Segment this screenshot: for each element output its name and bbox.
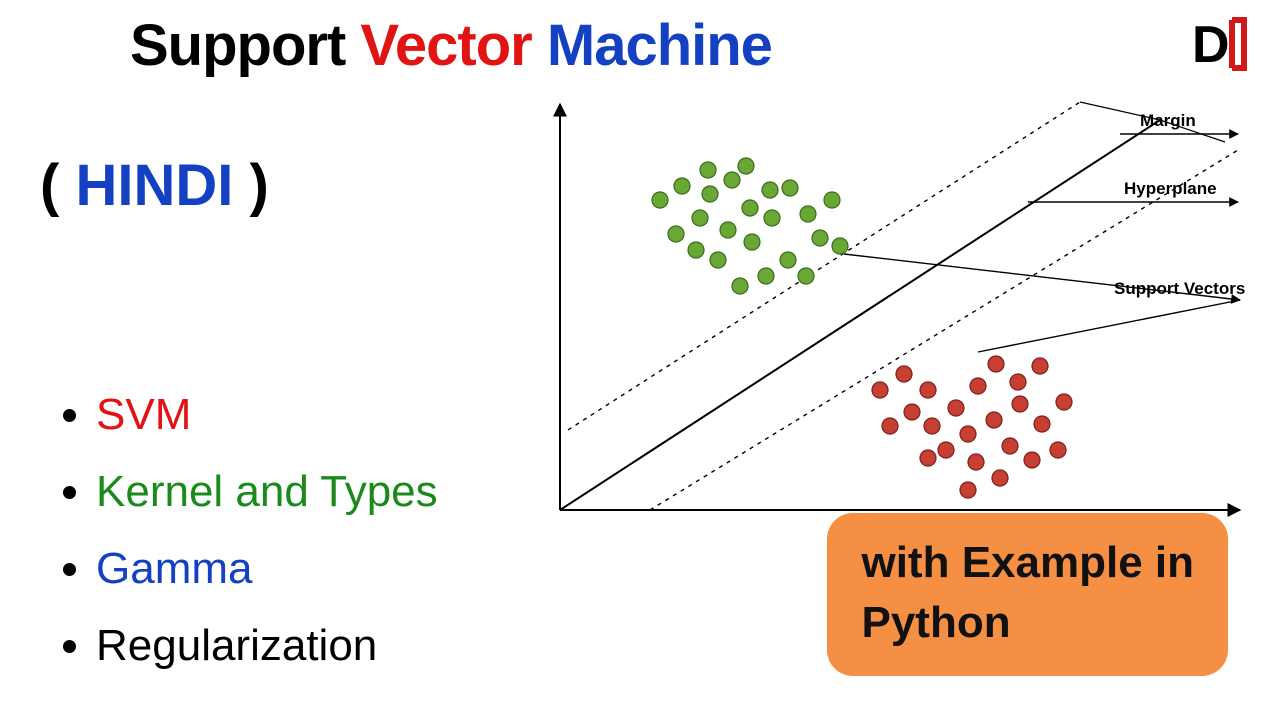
hyperplane-arrow-label: Hyperplane: [1124, 179, 1217, 198]
data-point: [720, 222, 736, 238]
topic-list: SVM Kernel and Types Gamma Regularizatio…: [56, 376, 438, 684]
data-point: [742, 200, 758, 216]
data-point: [652, 192, 668, 208]
data-point: [1010, 374, 1026, 390]
data-point: [960, 426, 976, 442]
list-item-label: SVM: [96, 390, 191, 439]
data-point: [968, 454, 984, 470]
data-point: [668, 226, 684, 242]
data-point: [782, 180, 798, 196]
paren-open: (: [40, 153, 75, 218]
data-point: [1032, 358, 1048, 374]
data-point: [800, 206, 816, 222]
data-point: [904, 404, 920, 420]
list-item-label: Regularization: [96, 621, 377, 670]
language-text: HINDI: [75, 153, 233, 218]
data-point: [896, 366, 912, 382]
data-point: [872, 382, 888, 398]
data-point: [812, 230, 828, 246]
list-item-label: Gamma: [96, 544, 252, 593]
data-point: [732, 278, 748, 294]
list-item-label: Kernel and Types: [96, 467, 438, 516]
svm-diagram: Margin Hyperplane Support Vectors: [520, 90, 1260, 530]
data-point: [920, 450, 936, 466]
data-point: [744, 234, 760, 250]
badge-line-2: Python: [861, 593, 1194, 652]
language-label: ( HINDI ): [40, 152, 269, 219]
data-point: [724, 172, 740, 188]
page-title: Support Vector Machine: [130, 12, 772, 79]
data-point: [924, 418, 940, 434]
data-point: [832, 238, 848, 254]
data-point: [948, 400, 964, 416]
title-word-3: Machine: [547, 12, 772, 79]
data-point: [988, 356, 1004, 372]
data-point: [764, 210, 780, 226]
data-point: [1050, 442, 1066, 458]
data-point: [1012, 396, 1028, 412]
data-point: [702, 186, 718, 202]
list-item: SVM: [96, 376, 438, 453]
example-badge: with Example in Python: [827, 513, 1228, 676]
data-point: [674, 178, 690, 194]
data-point: [986, 412, 1002, 428]
data-point: [1024, 452, 1040, 468]
list-item: Gamma: [96, 530, 438, 607]
data-point: [1056, 394, 1072, 410]
data-point: [824, 192, 840, 208]
sv-arrow-label: Support Vectors: [1114, 279, 1245, 298]
title-word-1: Support: [130, 12, 345, 79]
svg-text:D: D: [1192, 16, 1230, 74]
data-point: [798, 268, 814, 284]
list-item: Kernel and Types: [96, 453, 438, 530]
badge-line-1: with Example in: [861, 533, 1194, 592]
data-point: [762, 182, 778, 198]
data-point: [1034, 416, 1050, 432]
data-point: [882, 418, 898, 434]
data-point: [1002, 438, 1018, 454]
data-point: [920, 382, 936, 398]
list-item: Regularization: [96, 607, 438, 684]
data-point: [758, 268, 774, 284]
data-point: [960, 482, 976, 498]
paren-close: ): [233, 153, 268, 218]
data-point: [738, 158, 754, 174]
brand-logo-icon: D: [1186, 14, 1250, 74]
data-point: [700, 162, 716, 178]
data-point: [780, 252, 796, 268]
data-point: [688, 242, 704, 258]
data-point: [992, 470, 1008, 486]
data-point: [970, 378, 986, 394]
margin-arrow-label: Margin: [1140, 111, 1196, 130]
data-point: [710, 252, 726, 268]
data-point: [692, 210, 708, 226]
data-point: [938, 442, 954, 458]
title-word-2: Vector: [360, 12, 531, 79]
